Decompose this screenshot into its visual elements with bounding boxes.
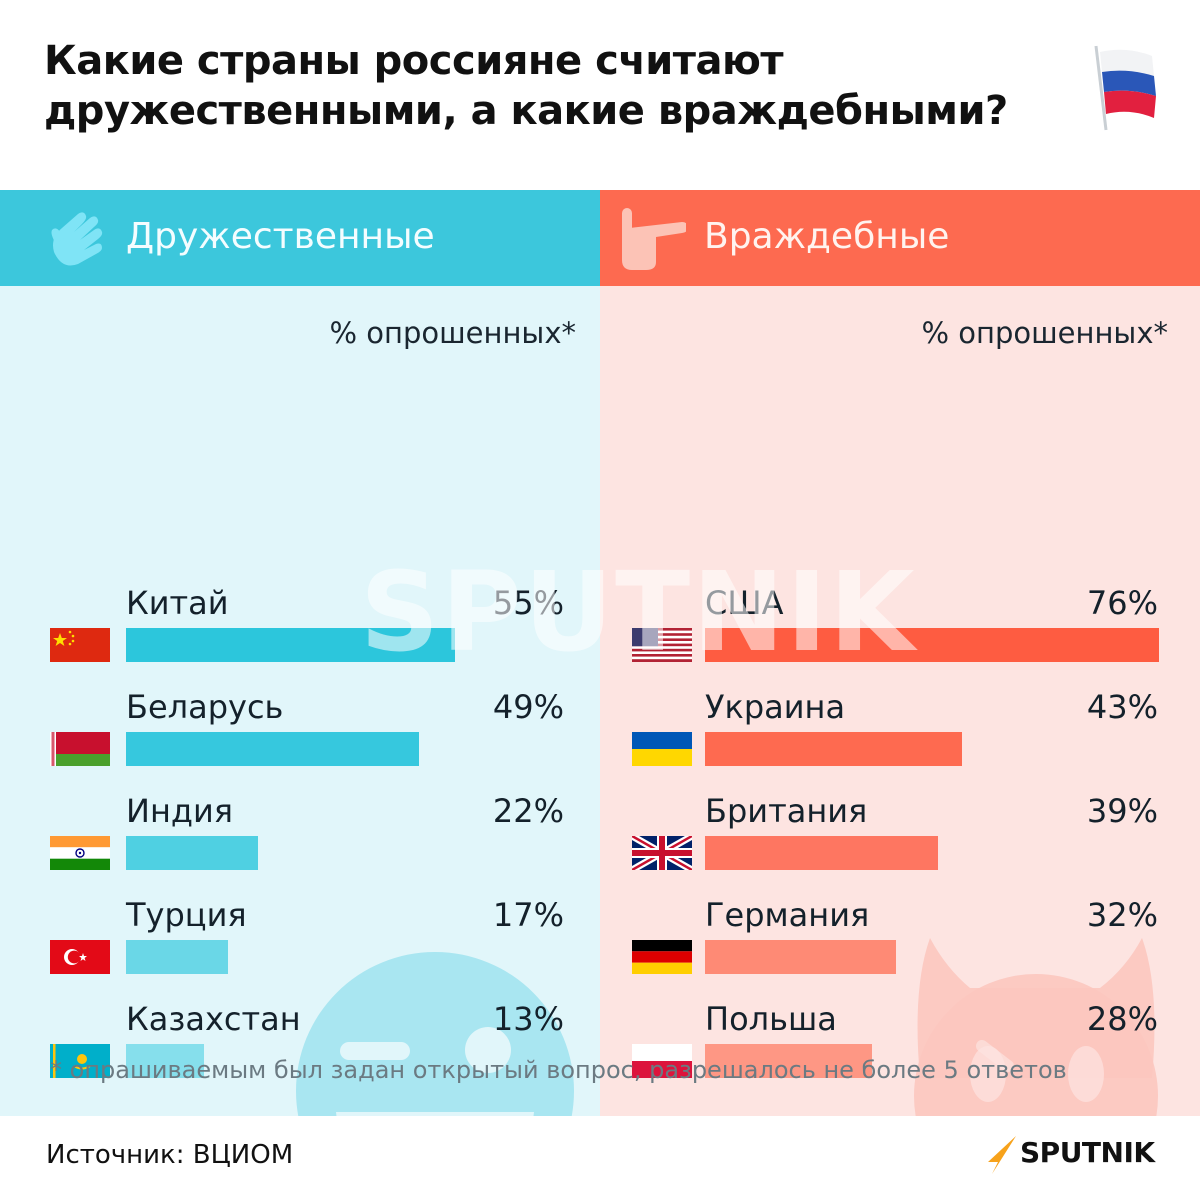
china-flag-icon: [50, 628, 110, 662]
bar-turkey: [126, 940, 228, 974]
value-label: 39%: [1086, 792, 1158, 830]
bar-poland: [705, 1044, 872, 1078]
hostile-row-germany: Германия 32%: [600, 892, 1200, 992]
country-label: Индия: [126, 792, 234, 830]
sputnik-logo-icon: [988, 1136, 1016, 1174]
bar-india: [126, 836, 258, 870]
friendly-row-turkey: Турция 17%: [0, 892, 600, 992]
hostile-row-usa: США 76%: [600, 580, 1200, 680]
value-label: 76%: [1086, 584, 1158, 622]
germany-flag-icon: [632, 940, 692, 974]
source-label: Источник: ВЦИОМ: [46, 1140, 294, 1170]
friendly-header-label: Дружественные: [126, 216, 435, 257]
friendly-row-india: Индия 22%: [0, 788, 600, 888]
country-label: Беларусь: [126, 688, 284, 726]
waving-hand-icon: [51, 212, 103, 266]
value-label: 17%: [492, 896, 564, 934]
hostile-row-uk: Британия 39%: [600, 788, 1200, 888]
pointing-hand-icon: [622, 208, 686, 270]
country-label: США: [705, 584, 784, 622]
brand-name: SPUTNIK: [1020, 1136, 1155, 1169]
sputnik-logo: SPUTNIK: [984, 1134, 1164, 1174]
belarus-flag-icon: [50, 732, 110, 766]
value-label: 43%: [1086, 688, 1158, 726]
ukraine-flag-icon: [632, 732, 692, 766]
country-label: Казахстан: [126, 1000, 301, 1038]
friendly-row-belarus: Беларусь 49%: [0, 684, 600, 784]
country-label: Китай: [126, 584, 229, 622]
country-label: Турция: [126, 896, 247, 934]
bar-china: [126, 628, 455, 662]
value-label: 49%: [492, 688, 564, 726]
friendly-header: Дружественные: [0, 190, 600, 286]
turkey-flag-icon: [50, 940, 110, 974]
bar-belarus: [126, 732, 419, 766]
value-label: 22%: [492, 792, 564, 830]
country-label: Украина: [705, 688, 846, 726]
hostile-row-ukraine: Украина 43%: [600, 684, 1200, 784]
kazakhstan-flag-icon: [50, 1044, 110, 1078]
bar-kazakhstan: [126, 1044, 204, 1078]
russia-flag-icon: [1094, 45, 1156, 131]
hostile-header: Враждебные: [600, 190, 1200, 286]
friendly-unit-label: % опрошенных*: [329, 316, 577, 350]
bar-uk: [705, 836, 938, 870]
friendly-row-kazakhstan: Казахстан 13%: [0, 996, 600, 1096]
country-label: Германия: [705, 896, 870, 934]
value-label: 55%: [492, 584, 564, 622]
poland-flag-icon: [632, 1044, 692, 1078]
uk-flag-icon: [632, 836, 692, 870]
value-label: 28%: [1086, 1000, 1158, 1038]
hostile-header-label: Враждебные: [704, 216, 950, 257]
friendly-panel: Дружественные % опрошенных* Китай 55% Бе…: [0, 190, 600, 1116]
bar-ukraine: [705, 732, 962, 766]
hostile-unit-label: % опрошенных*: [921, 316, 1169, 350]
india-flag-icon: [50, 836, 110, 870]
value-label: 13%: [492, 1000, 564, 1038]
footnote: * опрашиваемым был задан открытый вопрос…: [50, 1056, 1067, 1084]
country-label: Польша: [705, 1000, 837, 1038]
usa-flag-icon: [632, 628, 692, 662]
hostile-panel: Враждебные % опрошенных* США 76%: [600, 190, 1200, 1116]
page-title: Какие страны россияне считают дружествен…: [44, 38, 1008, 134]
bar-germany: [705, 940, 896, 974]
bar-usa: [705, 628, 1159, 662]
country-label: Британия: [705, 792, 868, 830]
friendly-row-china: Китай 55%: [0, 580, 600, 680]
hostile-row-poland: Польша 28%: [600, 996, 1200, 1096]
value-label: 32%: [1086, 896, 1158, 934]
